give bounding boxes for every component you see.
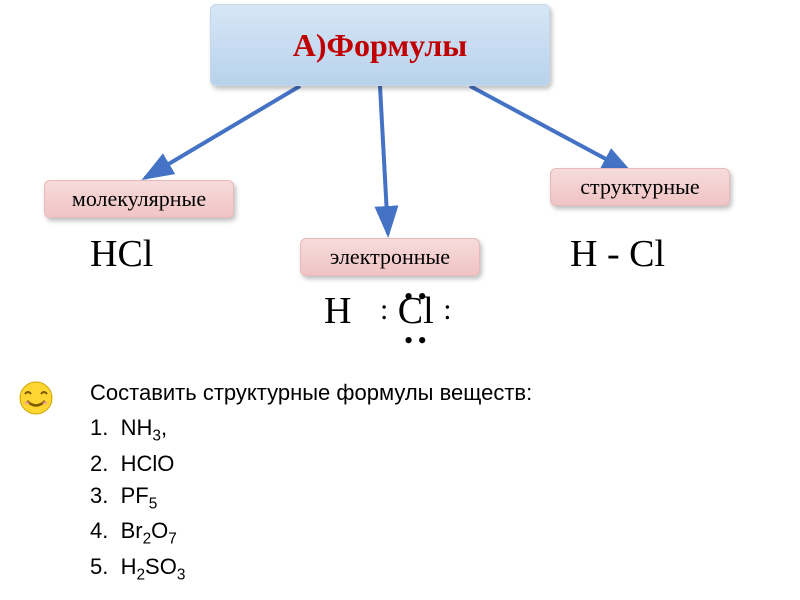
lewis-H: H	[324, 290, 351, 332]
task-list: 1. NH3, 2. HClO 3. PF5 4. Br2O7 5. H2SO3	[90, 412, 185, 587]
task-item-5: 5. H2SO3	[90, 551, 185, 587]
title-box: А)Формулы	[210, 4, 550, 86]
branch-molecular: молекулярные	[44, 180, 234, 218]
task-item-3: 3. PF5	[90, 480, 185, 516]
lewis-colon-left: :	[380, 293, 388, 326]
task-heading: Составить структурные формулы веществ:	[90, 380, 532, 406]
formula-structural: H - Cl	[570, 232, 665, 276]
formula-electronic: H : Cl :	[324, 292, 452, 330]
lewis-dots-bottom: • •	[404, 326, 426, 356]
branch-structural-label: структурные	[580, 174, 699, 200]
branch-electronic-label: электронные	[330, 244, 450, 270]
task-item-2: 2. HClO	[90, 448, 185, 480]
task-item-4: 4. Br2O7	[90, 515, 185, 551]
branch-electronic: электронные	[300, 238, 480, 276]
title-text: А)Формулы	[293, 27, 468, 64]
branch-molecular-label: молекулярные	[72, 186, 206, 212]
smiley-icon	[18, 380, 54, 416]
lewis-colon-right: :	[443, 293, 451, 326]
task-item-1: 1. NH3,	[90, 412, 185, 448]
branch-structural: структурные	[550, 168, 730, 206]
formula-molecular: HCl	[90, 232, 153, 276]
